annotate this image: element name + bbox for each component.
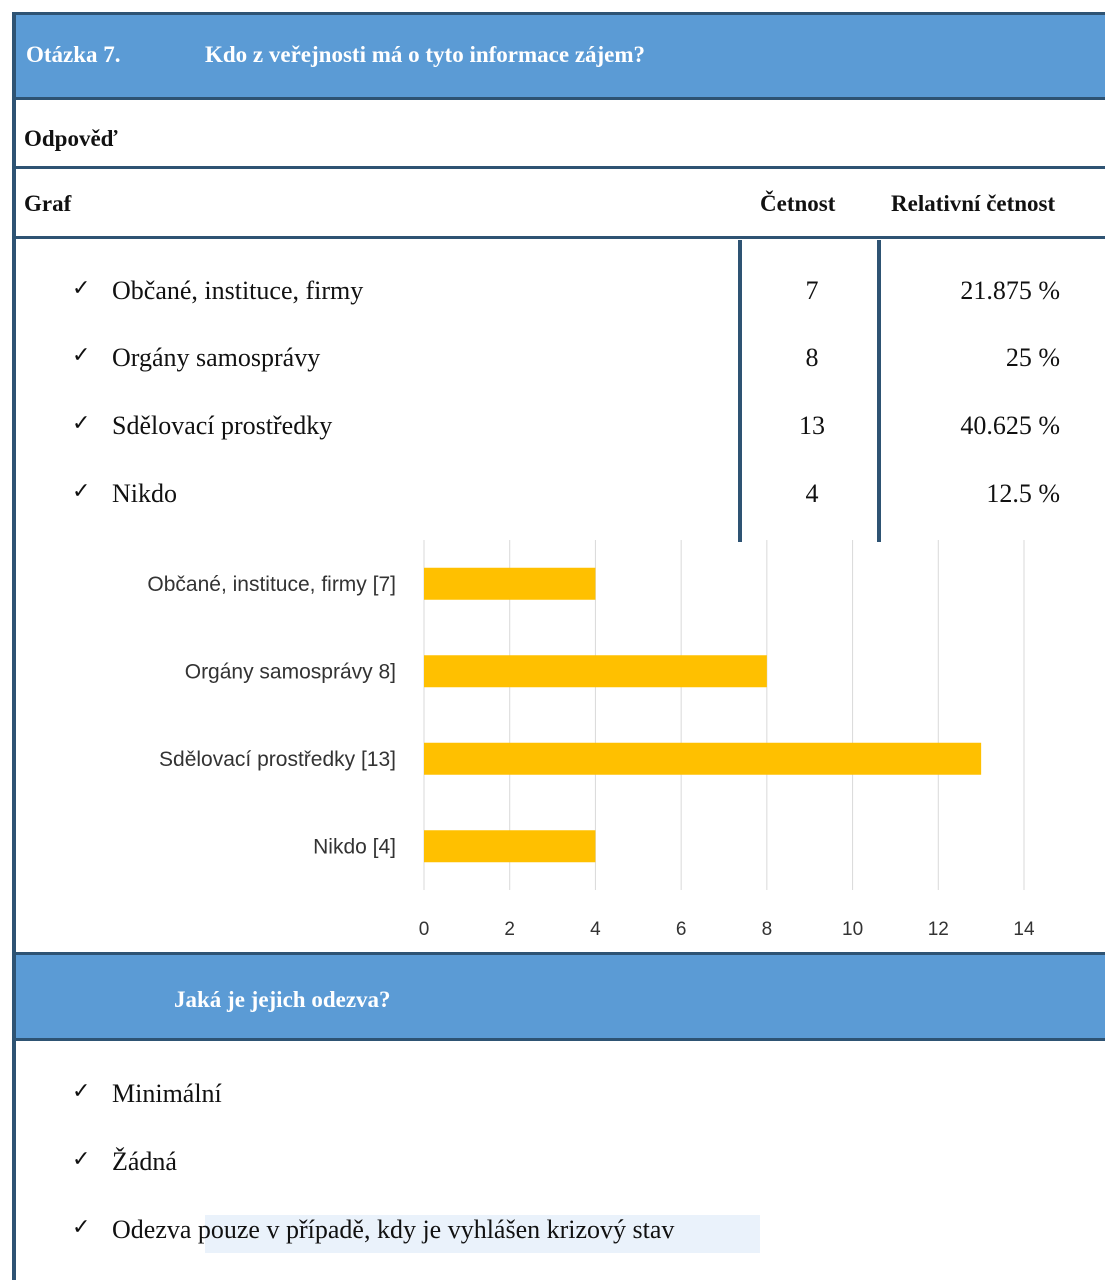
column-header-graph: Graf xyxy=(24,191,72,216)
row-count: 7 xyxy=(805,276,819,305)
table-row: ✓ Občané, instituce, firmy 7 21.875 % xyxy=(0,276,1105,316)
row-relative: 25 % xyxy=(1005,343,1060,372)
list-item: ✓ Odezva pouze v případě, kdy je vyhláše… xyxy=(0,1215,1105,1255)
row-label: Sdělovací prostředky xyxy=(112,411,333,440)
x-tick-label: 10 xyxy=(842,919,863,940)
question-header-band xyxy=(16,15,1105,98)
divider xyxy=(12,236,1105,239)
response-label: Žádná xyxy=(112,1147,177,1176)
list-item: ✓ Žádná xyxy=(0,1147,1105,1187)
row-count: 8 xyxy=(805,343,819,372)
column-header-relative: Relativní četnost xyxy=(891,191,1056,216)
check-icon: ✓ xyxy=(72,343,91,368)
x-tick-label: 8 xyxy=(762,919,773,940)
category-label: Orgány samosprávy 8] xyxy=(185,660,396,683)
category-label: Občané, instituce, firmy [7] xyxy=(147,573,396,596)
bar xyxy=(424,830,596,863)
category-label: Sdělovací prostředky [13] xyxy=(159,748,396,771)
row-count: 13 xyxy=(799,411,825,440)
divider xyxy=(12,952,1105,955)
column-divider xyxy=(877,240,881,542)
frequency-bar-chart: 0 2 4 6 8 10 12 14 Občané, instituce, firmy [7] O… xyxy=(147,540,1035,940)
row-count: 4 xyxy=(805,479,819,508)
divider xyxy=(12,1038,1105,1041)
row-label: Občané, instituce, firmy xyxy=(112,276,364,305)
x-tick-label: 12 xyxy=(928,919,949,940)
column-header-count: Četnost xyxy=(760,191,836,216)
check-icon: ✓ xyxy=(72,1215,91,1240)
table-row: ✓ Nikdo 4 12.5 % xyxy=(0,479,1105,519)
question2-text: Jaká je jejich odezva? xyxy=(174,987,391,1012)
bar xyxy=(424,655,767,688)
x-tick-label: 14 xyxy=(1013,919,1035,940)
x-tick-label: 0 xyxy=(419,919,430,940)
frame-left-border xyxy=(12,12,16,1280)
question-text: Kdo z veřejnosti má o tyto informace záj… xyxy=(205,42,646,67)
row-label: Orgány samosprávy xyxy=(112,343,321,372)
list-item: ✓ Minimální xyxy=(0,1079,1105,1119)
table-row: ✓ Orgány samosprávy 8 25 % xyxy=(0,343,1105,383)
response-label: Minimální xyxy=(112,1079,222,1108)
row-relative: 12.5 % xyxy=(986,479,1060,508)
question-number: Otázka 7. xyxy=(26,42,121,67)
frame-top-border xyxy=(12,12,1105,15)
answer-heading: Odpověď xyxy=(24,126,118,151)
x-tick-label: 2 xyxy=(504,919,515,940)
category-label: Nikdo [4] xyxy=(313,835,396,858)
x-tick-label: 4 xyxy=(590,919,601,940)
row-label: Nikdo xyxy=(112,479,177,508)
table-row: ✓ Sdělovací prostředky 13 40.625 % xyxy=(0,411,1105,451)
check-icon: ✓ xyxy=(72,479,91,504)
divider xyxy=(12,97,1105,100)
response-label: Odezva pouze v případě, kdy je vyhlášen … xyxy=(112,1215,675,1244)
check-icon: ✓ xyxy=(72,411,91,436)
row-relative: 40.625 % xyxy=(960,411,1060,440)
divider xyxy=(12,166,1105,169)
row-relative: 21.875 % xyxy=(960,276,1060,305)
bar xyxy=(424,742,982,775)
question2-header-band xyxy=(16,955,1105,1040)
check-icon: ✓ xyxy=(72,1147,91,1172)
check-icon: ✓ xyxy=(72,1079,91,1104)
x-tick-label: 6 xyxy=(676,919,687,940)
column-divider xyxy=(738,240,742,542)
check-icon: ✓ xyxy=(72,276,91,301)
bar xyxy=(424,567,596,600)
text-highlight xyxy=(205,1215,760,1253)
